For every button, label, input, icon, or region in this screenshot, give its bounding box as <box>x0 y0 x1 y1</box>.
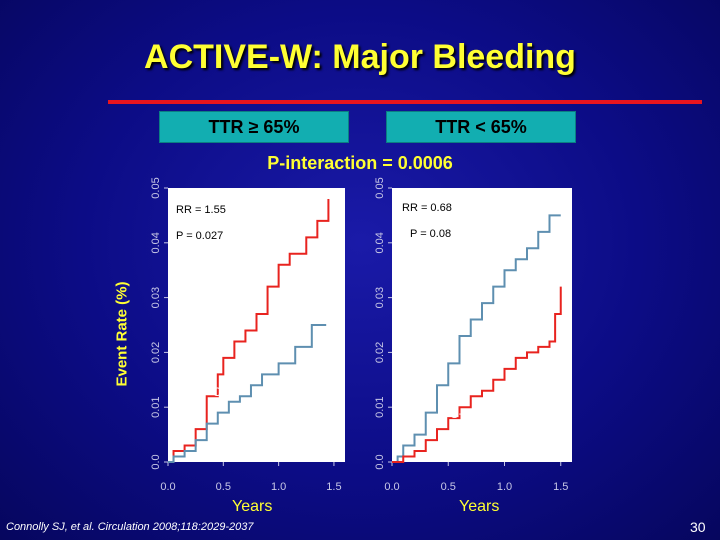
y-tick-label: 0.02 <box>150 342 162 363</box>
y-tick-label: 0.05 <box>150 177 162 198</box>
x-tick-label: 0.5 <box>216 481 231 493</box>
stat-annotation: RR = 0.68 <box>402 202 452 214</box>
series-label: OAC <box>213 385 239 399</box>
y-tick-label: 0.03 <box>374 287 386 308</box>
stat-annotation: P = 0.027 <box>176 230 223 242</box>
series-line-oac <box>168 324 327 463</box>
y-tick-label: 0.03 <box>150 287 162 308</box>
x-tick-label: 1.0 <box>271 481 286 493</box>
y-tick-label: 0.04 <box>150 232 162 253</box>
y-tick-label: 0.05 <box>374 177 386 198</box>
panel-label-left: TTR ≥ 65% <box>159 111 349 143</box>
x-tick-label: 0.0 <box>384 481 399 493</box>
y-tick-label: 0.01 <box>150 396 162 417</box>
y-tick-label: 0.04 <box>374 232 386 253</box>
y-tick-label: 0.02 <box>374 342 386 363</box>
stat-annotation: RR = 1.55 <box>176 204 226 216</box>
x-tick-label: 0.0 <box>160 481 175 493</box>
x-tick-label: 1.5 <box>553 481 568 493</box>
slide-title: ACTIVE-W: Major Bleeding <box>144 38 576 76</box>
x-axis-label-left: Years <box>232 498 273 515</box>
plot-area-1 <box>392 188 572 462</box>
series-label: C+A <box>192 336 216 350</box>
x-tick-label: 0.5 <box>441 481 456 493</box>
series-line-c-a <box>392 286 562 463</box>
title-divider <box>108 100 702 104</box>
y-tick-label: 0.01 <box>374 396 386 417</box>
series-line-oac <box>392 214 561 463</box>
series-label: OAC <box>401 325 427 339</box>
panel-label-right: TTR < 65% <box>386 111 576 143</box>
x-tick-label: 1.0 <box>497 481 512 493</box>
y-tick-label: 0.0 <box>374 454 386 469</box>
p-interaction-text: P-interaction = 0.0006 <box>267 153 453 173</box>
series-label: C+A <box>450 407 474 421</box>
page-number: 30 <box>690 519 706 535</box>
x-axis-label-right: Years <box>459 498 500 515</box>
citation: Connolly SJ, et al. Circulation 2008;118… <box>6 521 254 533</box>
x-tick-label: 1.5 <box>326 481 341 493</box>
stat-annotation: P = 0.08 <box>410 228 451 240</box>
y-tick-label: 0.0 <box>150 454 162 469</box>
